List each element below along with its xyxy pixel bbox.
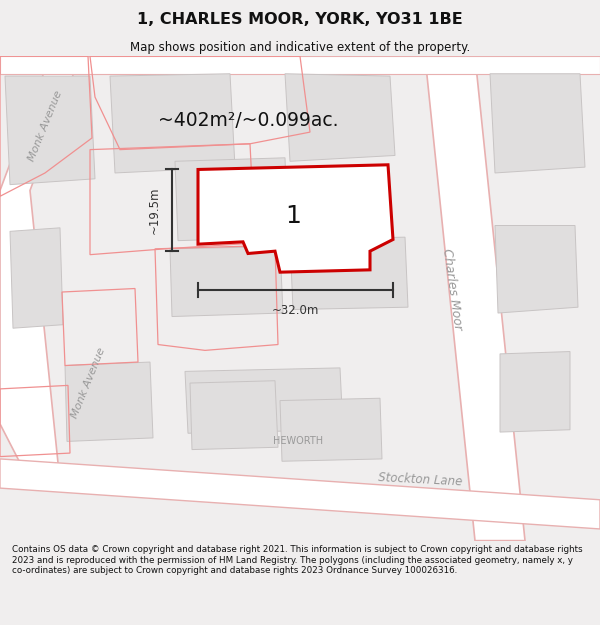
Text: Stockton Lane: Stockton Lane <box>377 471 463 489</box>
Text: 1, CHARLES MOOR, YORK, YO31 1BE: 1, CHARLES MOOR, YORK, YO31 1BE <box>137 12 463 28</box>
Polygon shape <box>290 237 408 309</box>
Polygon shape <box>10 228 63 328</box>
Polygon shape <box>190 381 278 449</box>
Text: Charles Moor: Charles Moor <box>440 248 464 331</box>
Polygon shape <box>185 368 343 433</box>
Text: 1: 1 <box>285 204 301 228</box>
Polygon shape <box>500 351 570 432</box>
Polygon shape <box>198 165 393 272</box>
Text: HEWORTH: HEWORTH <box>273 436 323 446</box>
Polygon shape <box>0 459 600 529</box>
Polygon shape <box>495 226 578 313</box>
Text: Contains OS data © Crown copyright and database right 2021. This information is : Contains OS data © Crown copyright and d… <box>12 545 583 575</box>
Polygon shape <box>175 158 288 241</box>
Polygon shape <box>285 74 395 161</box>
Text: ~402m²/~0.099ac.: ~402m²/~0.099ac. <box>158 111 338 130</box>
Text: Map shows position and indicative extent of the property.: Map shows position and indicative extent… <box>130 41 470 54</box>
Polygon shape <box>425 56 525 541</box>
Polygon shape <box>0 56 80 483</box>
Text: ~19.5m: ~19.5m <box>148 187 161 234</box>
Text: ~32.0m: ~32.0m <box>272 304 319 318</box>
Text: Monk Avenue: Monk Avenue <box>69 346 107 420</box>
Polygon shape <box>65 362 153 441</box>
Polygon shape <box>490 74 585 173</box>
Polygon shape <box>5 76 95 184</box>
Polygon shape <box>110 74 235 173</box>
Polygon shape <box>280 398 382 461</box>
Text: Monk Avenue: Monk Avenue <box>26 89 64 163</box>
Polygon shape <box>0 56 600 74</box>
Polygon shape <box>170 246 283 316</box>
